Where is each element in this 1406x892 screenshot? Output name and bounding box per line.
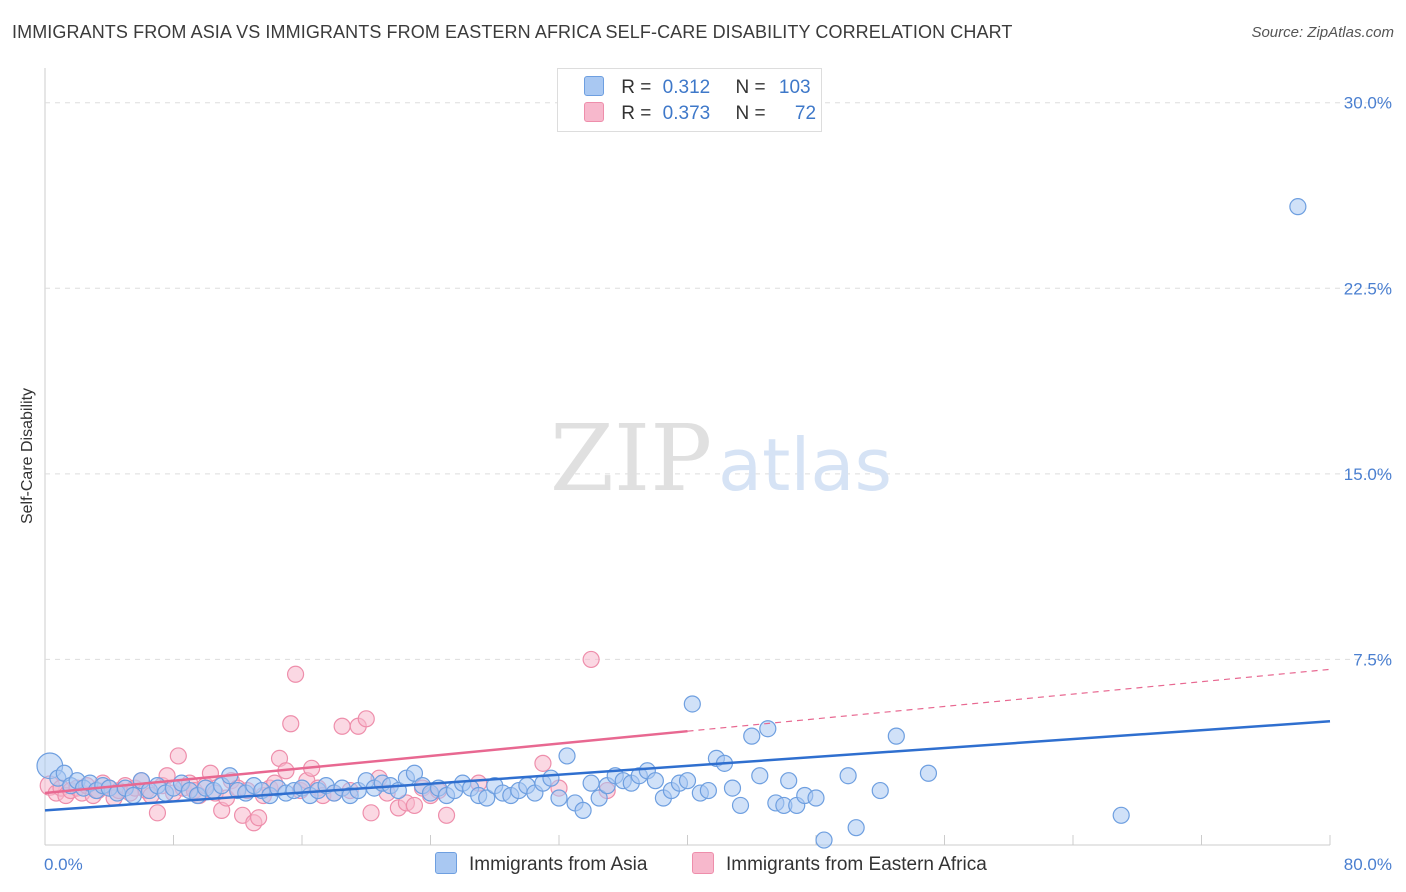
point-asia [743, 727, 761, 745]
y-tick-label: 30.0% [1344, 94, 1392, 113]
watermark-atlas: atlas [718, 423, 892, 507]
point-asia [124, 786, 142, 805]
legend-asia-r-label: R = [621, 77, 652, 98]
point-eastern-africa [286, 665, 305, 683]
point-asia [731, 796, 750, 815]
point-asia [646, 772, 664, 790]
point-asia [582, 774, 600, 792]
point-eastern-africa [582, 650, 600, 669]
point-eastern-africa [282, 715, 300, 733]
watermark: ZIP atlas [550, 405, 892, 512]
point-asia [542, 769, 560, 787]
y-tick-label: 15.0% [1344, 465, 1392, 484]
point-asia [1289, 198, 1307, 216]
point-asia [807, 789, 825, 807]
legend-africa-n-value: 72 [794, 103, 817, 124]
bottom-legend-africa-label: Immigrants from Eastern Africa [726, 854, 987, 875]
legend-swatch-africa [584, 102, 604, 122]
x-tick-label: 0.0% [44, 855, 83, 874]
source-credit: Source: ZipAtlas.com [1251, 24, 1394, 41]
legend-row-asia: R = 0.312 N = 103 [584, 76, 811, 100]
point-asia [478, 789, 496, 807]
bottom-legend-asia-label: Immigrants from Asia [469, 854, 648, 875]
legend-asia-n-value: 103 [778, 77, 811, 98]
point-eastern-africa [534, 754, 552, 772]
point-asia [699, 781, 717, 800]
y-tick-label: 22.5% [1344, 279, 1392, 298]
point-asia [751, 767, 769, 785]
point-asia [847, 819, 865, 837]
point-asia [815, 831, 833, 849]
correlation-legend: R = 0.312 N = 103 R = 0.373 N = 72 [557, 68, 822, 132]
point-eastern-africa [437, 806, 456, 824]
point-eastern-africa [169, 747, 187, 765]
bottom-legend-asia: Immigrants from Asia [435, 852, 647, 876]
trend-line-asia [44, 720, 1331, 812]
point-asia [780, 772, 798, 790]
point-eastern-africa [148, 804, 167, 822]
point-asia [558, 747, 576, 765]
legend-swatch-asia [584, 76, 604, 96]
bottom-legend-swatch-asia [435, 852, 457, 874]
point-asia [839, 767, 857, 785]
point-asia [1112, 806, 1130, 824]
legend-africa-r-label: R = [621, 103, 652, 124]
chart-title: IMMIGRANTS FROM ASIA VS IMMIGRANTS FROM … [12, 22, 1013, 42]
point-asia [759, 720, 777, 738]
trend-lines [44, 668, 1331, 812]
trend-line-africa-dashed [687, 668, 1331, 732]
bottom-legend-swatch-africa [692, 852, 714, 874]
legend-asia-r-value: 0.312 [662, 77, 711, 98]
point-asia [590, 789, 608, 807]
x-tick-label: 80.0% [1344, 855, 1392, 874]
bottom-legend-africa: Immigrants from Eastern Africa [692, 852, 987, 876]
point-asia [871, 781, 889, 800]
x-tick-labels: 0.0% 80.0% [44, 855, 1392, 874]
point-eastern-africa [250, 809, 268, 827]
legend-africa-r-value: 0.373 [662, 103, 711, 124]
series-asia [36, 198, 1307, 849]
watermark-zip: ZIP [550, 405, 712, 512]
point-eastern-africa [405, 796, 424, 815]
point-asia [683, 695, 701, 713]
point-asia [723, 779, 742, 797]
y-tick-labels: 7.5% 15.0% 22.5% 30.0% [1344, 94, 1392, 670]
y-tick-label: 7.5% [1353, 650, 1392, 669]
point-asia [887, 727, 905, 745]
trend-line-africa-solid [44, 729, 688, 795]
point-asia [678, 772, 697, 790]
point-asia [550, 789, 568, 807]
point-eastern-africa [362, 804, 380, 822]
point-eastern-africa [357, 710, 375, 728]
point-eastern-africa [333, 717, 351, 735]
point-asia [919, 764, 938, 782]
point-asia [574, 801, 592, 819]
point-asia [405, 764, 424, 782]
legend-africa-n-label: N = [735, 103, 766, 124]
legend-row-africa: R = 0.373 N = 72 [584, 102, 816, 126]
legend-asia-n-label: N = [735, 77, 766, 98]
